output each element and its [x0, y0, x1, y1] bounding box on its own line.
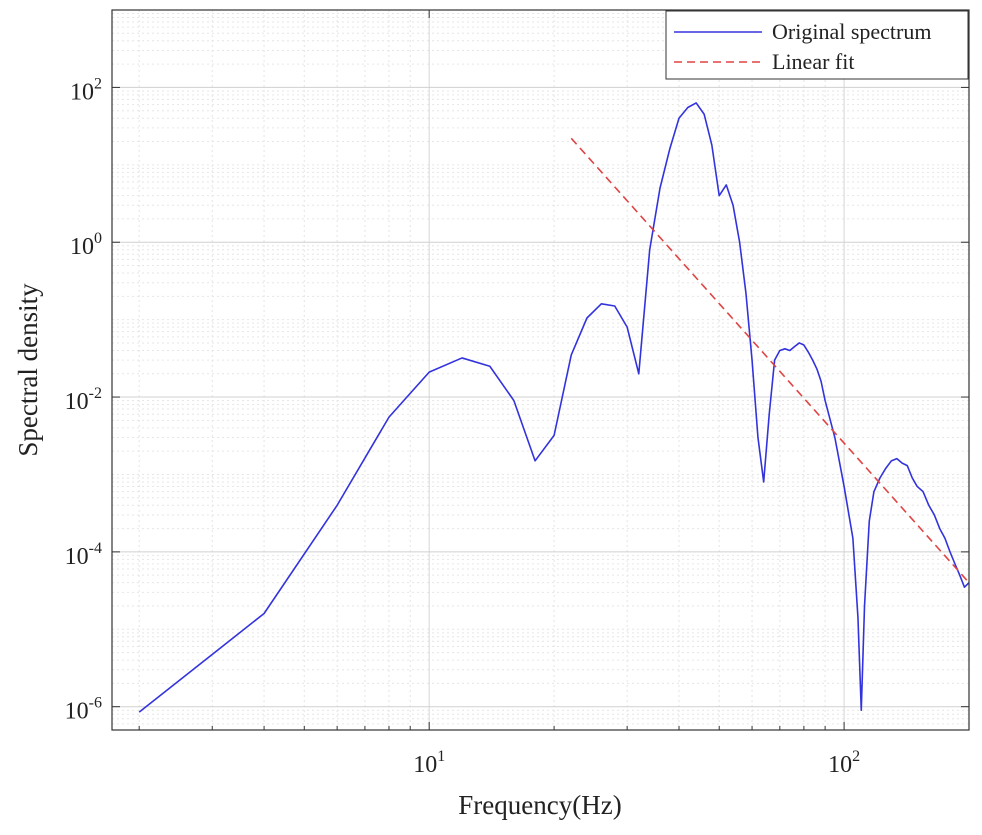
series-line-linear-fit — [570, 137, 970, 584]
legend-label-linear-fit: Linear fit — [772, 49, 854, 74]
series-line-original-spectrum — [138, 102, 970, 713]
y-tick-label: 10-6 — [65, 695, 102, 725]
y-tick-labels: 10-6 10-4 10-2 100 102 — [65, 75, 102, 724]
tick-marks — [112, 10, 970, 730]
legend: Original spectrum Linear fit — [665, 10, 969, 80]
plot-frame — [111, 9, 970, 731]
y-axis-title: Spectral density — [13, 283, 43, 457]
y-tick-label: 10-2 — [65, 385, 102, 415]
plot-background — [112, 10, 969, 730]
x-tick-label: 102 — [828, 748, 860, 778]
series-layer — [138, 102, 970, 713]
x-axis-title: Frequency(Hz) — [458, 790, 621, 820]
legend-label-original-spectrum: Original spectrum — [772, 19, 931, 44]
x-tick-labels: 101 102 — [413, 748, 860, 778]
y-tick-label: 10-4 — [65, 540, 102, 570]
legend-box — [665, 10, 969, 80]
major-grid — [112, 10, 969, 730]
y-tick-label: 102 — [70, 75, 102, 105]
x-tick-label: 101 — [413, 748, 445, 778]
y-tick-label: 100 — [70, 230, 102, 260]
